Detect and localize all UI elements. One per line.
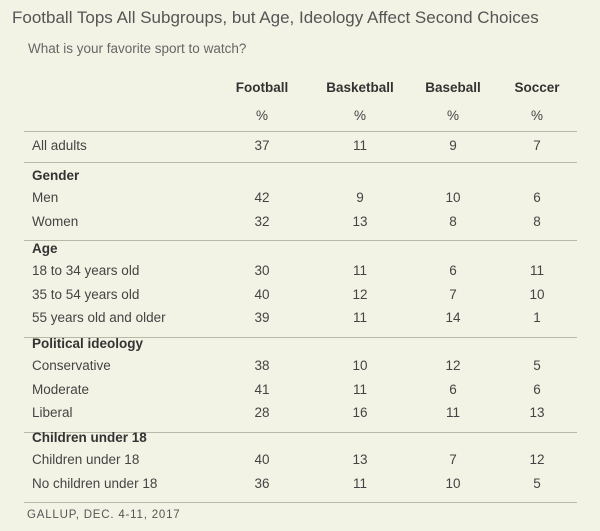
cell-soccer: 6	[533, 381, 541, 397]
cell-soccer: 11	[529, 263, 544, 278]
cell-basketball: 13	[352, 452, 368, 467]
table-row: Liberal 28 16 11 13	[0, 405, 600, 425]
divider-line	[24, 432, 577, 433]
unit-baseball: %	[446, 108, 459, 123]
table-row: 18 to 34 years old 30 11 6 11	[0, 263, 600, 283]
cell-football: 32	[254, 213, 270, 229]
table-row: 55 years old and older 39 11 14 1	[0, 310, 600, 330]
table-row: No children under 18 36 11 10 5	[0, 476, 600, 496]
table-row: 35 to 54 years old 40 12 7 10	[0, 287, 600, 307]
cell-baseball: 6	[449, 381, 457, 397]
row-label: Conservative	[32, 358, 111, 373]
cell-soccer: 13	[529, 405, 545, 421]
cell-football: 39	[254, 310, 270, 326]
cell-soccer: 1	[533, 310, 541, 326]
row-label: 18 to 34 years old	[32, 263, 140, 278]
cell-football: 30	[254, 263, 270, 278]
cell-baseball: 6	[449, 263, 457, 278]
section-heading: Gender	[32, 168, 80, 183]
section-heading: Children under 18	[32, 430, 147, 445]
table-row: Children under 18 40 13 7 12	[0, 452, 600, 472]
cell-basketball: 16	[352, 405, 368, 421]
cell-basketball: 11	[352, 381, 367, 397]
cell-basketball: 10	[352, 358, 368, 373]
cell-soccer: 5	[533, 358, 541, 373]
cell-baseball: 7	[449, 452, 457, 467]
cell-baseball: 8	[449, 213, 457, 229]
row-label: 55 years old and older	[32, 310, 166, 326]
cell-football: 42	[254, 190, 270, 205]
section-heading: Age	[32, 241, 58, 256]
cell-football: 41	[254, 381, 270, 397]
row-label: No children under 18	[32, 475, 158, 491]
row-label: Women	[32, 213, 79, 229]
table-row: Men 42 9 10 6	[0, 190, 600, 210]
chart-title: Football Tops All Subgroups, but Age, Id…	[12, 8, 539, 27]
cell-soccer: 6	[533, 190, 541, 205]
cell-baseball: 10	[445, 475, 461, 491]
unit-row: % % % %	[0, 108, 600, 126]
cell-football: 40	[254, 452, 270, 467]
table-row: All adults 37 11 9 7	[0, 138, 600, 158]
cell-football: 40	[254, 286, 270, 302]
cell-basketball: 11	[352, 475, 367, 491]
cell-basketball: 11	[352, 263, 367, 278]
row-label: Men	[32, 190, 59, 205]
column-header-row: Football Basketball Baseball Soccer	[0, 80, 600, 100]
cell-soccer: 8	[533, 213, 541, 229]
cell-soccer: 10	[529, 286, 545, 302]
column-header-baseball: Baseball	[425, 80, 481, 95]
section-heading: Political ideology	[32, 336, 144, 351]
unit-football: %	[255, 108, 268, 123]
column-header-football: Football	[235, 80, 289, 95]
cell-basketball: 9	[356, 190, 364, 205]
unit-soccer: %	[530, 108, 543, 123]
cell-soccer: 7	[533, 138, 541, 153]
cell-football: 37	[254, 138, 270, 153]
cell-soccer: 12	[529, 452, 545, 467]
cell-soccer: 5	[533, 475, 541, 491]
chart-subtitle: What is your favorite sport to watch?	[28, 41, 247, 56]
column-header-basketball: Basketball	[326, 80, 394, 95]
cell-baseball: 14	[445, 310, 461, 326]
divider-line	[24, 131, 577, 132]
cell-baseball: 7	[449, 286, 457, 302]
cell-basketball: 12	[352, 286, 368, 302]
row-label: All adults	[32, 138, 87, 153]
divider-line	[24, 337, 577, 338]
table-row: Women 32 13 8 8	[0, 214, 600, 234]
row-label: Children under 18	[32, 452, 140, 467]
divider-line	[24, 240, 577, 241]
cell-football: 28	[254, 405, 270, 421]
cell-baseball: 9	[449, 138, 457, 153]
unit-basketball: %	[353, 108, 366, 123]
divider-line	[24, 162, 577, 163]
cell-football: 36	[254, 475, 270, 491]
cell-basketball: 13	[352, 213, 368, 229]
divider-line	[24, 502, 577, 503]
row-label: Liberal	[32, 405, 73, 421]
cell-basketball: 11	[352, 310, 367, 326]
cell-football: 38	[254, 358, 270, 373]
cell-baseball: 10	[445, 190, 461, 205]
column-header-soccer: Soccer	[514, 80, 560, 95]
table-row: Moderate 41 11 6 6	[0, 382, 600, 402]
cell-baseball: 11	[445, 405, 460, 421]
row-label: Moderate	[32, 381, 90, 397]
table-row: Conservative 38 10 12 5	[0, 358, 600, 378]
cell-basketball: 11	[352, 138, 367, 153]
cell-baseball: 12	[445, 358, 461, 373]
source-footer: GALLUP, DEC. 4-11, 2017	[27, 509, 181, 521]
row-label: 35 to 54 years old	[32, 286, 140, 302]
